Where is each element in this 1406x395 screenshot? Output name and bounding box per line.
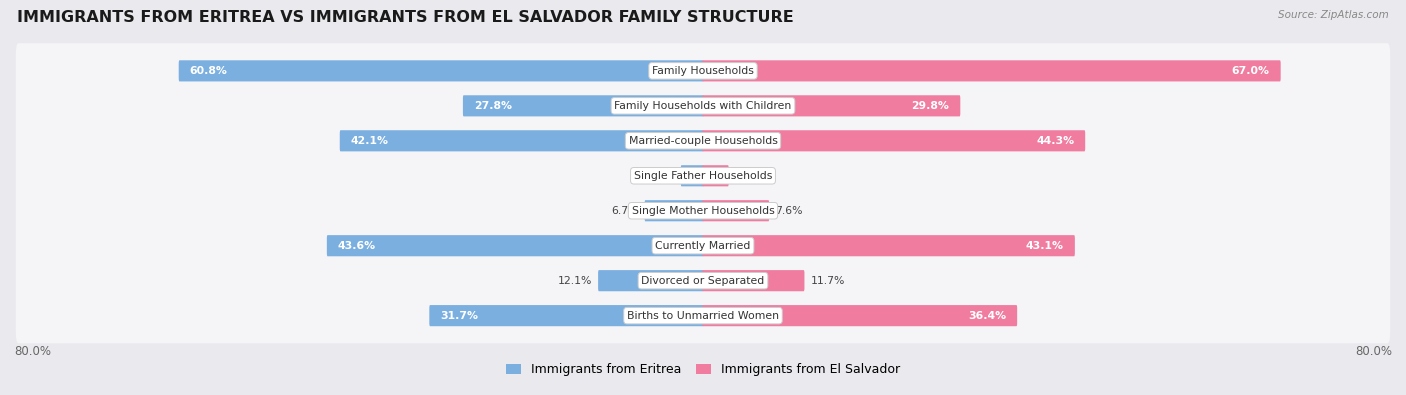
FancyBboxPatch shape [15,218,1391,273]
Text: 29.8%: 29.8% [911,101,949,111]
Text: Single Father Households: Single Father Households [634,171,772,181]
FancyBboxPatch shape [15,183,1391,239]
FancyBboxPatch shape [15,78,1391,134]
Text: 11.7%: 11.7% [811,276,845,286]
FancyBboxPatch shape [703,130,1085,151]
Text: 43.6%: 43.6% [337,241,375,251]
Text: IMMIGRANTS FROM ERITREA VS IMMIGRANTS FROM EL SALVADOR FAMILY STRUCTURE: IMMIGRANTS FROM ERITREA VS IMMIGRANTS FR… [17,10,793,25]
FancyBboxPatch shape [644,200,703,221]
FancyBboxPatch shape [15,148,1391,203]
Text: 6.7%: 6.7% [612,206,638,216]
Text: 43.1%: 43.1% [1026,241,1064,251]
Text: 31.7%: 31.7% [440,310,478,321]
FancyBboxPatch shape [703,95,960,117]
FancyBboxPatch shape [681,165,703,186]
Text: Divorced or Separated: Divorced or Separated [641,276,765,286]
Text: 80.0%: 80.0% [14,345,51,358]
Text: Family Households with Children: Family Households with Children [614,101,792,111]
FancyBboxPatch shape [703,60,1281,81]
Text: 2.5%: 2.5% [647,171,675,181]
FancyBboxPatch shape [179,60,703,81]
FancyBboxPatch shape [703,270,804,291]
FancyBboxPatch shape [703,305,1017,326]
FancyBboxPatch shape [15,113,1391,168]
FancyBboxPatch shape [703,200,769,221]
FancyBboxPatch shape [703,235,1074,256]
FancyBboxPatch shape [429,305,703,326]
Text: 60.8%: 60.8% [190,66,228,76]
FancyBboxPatch shape [463,95,703,117]
Text: 36.4%: 36.4% [967,310,1007,321]
FancyBboxPatch shape [326,235,703,256]
Text: Single Mother Households: Single Mother Households [631,206,775,216]
Text: Family Households: Family Households [652,66,754,76]
Text: Currently Married: Currently Married [655,241,751,251]
Text: 42.1%: 42.1% [350,136,389,146]
FancyBboxPatch shape [340,130,703,151]
Text: 44.3%: 44.3% [1036,136,1074,146]
FancyBboxPatch shape [703,165,728,186]
FancyBboxPatch shape [15,43,1391,98]
Text: Births to Unmarried Women: Births to Unmarried Women [627,310,779,321]
Text: 12.1%: 12.1% [558,276,592,286]
Text: 67.0%: 67.0% [1232,66,1270,76]
Legend: Immigrants from Eritrea, Immigrants from El Salvador: Immigrants from Eritrea, Immigrants from… [501,358,905,381]
FancyBboxPatch shape [15,288,1391,343]
Text: Married-couple Households: Married-couple Households [628,136,778,146]
FancyBboxPatch shape [598,270,703,291]
Text: 27.8%: 27.8% [474,101,512,111]
FancyBboxPatch shape [15,253,1391,308]
Text: 80.0%: 80.0% [1355,345,1392,358]
Text: 2.9%: 2.9% [735,171,762,181]
Text: 7.6%: 7.6% [775,206,803,216]
Text: Source: ZipAtlas.com: Source: ZipAtlas.com [1278,10,1389,20]
